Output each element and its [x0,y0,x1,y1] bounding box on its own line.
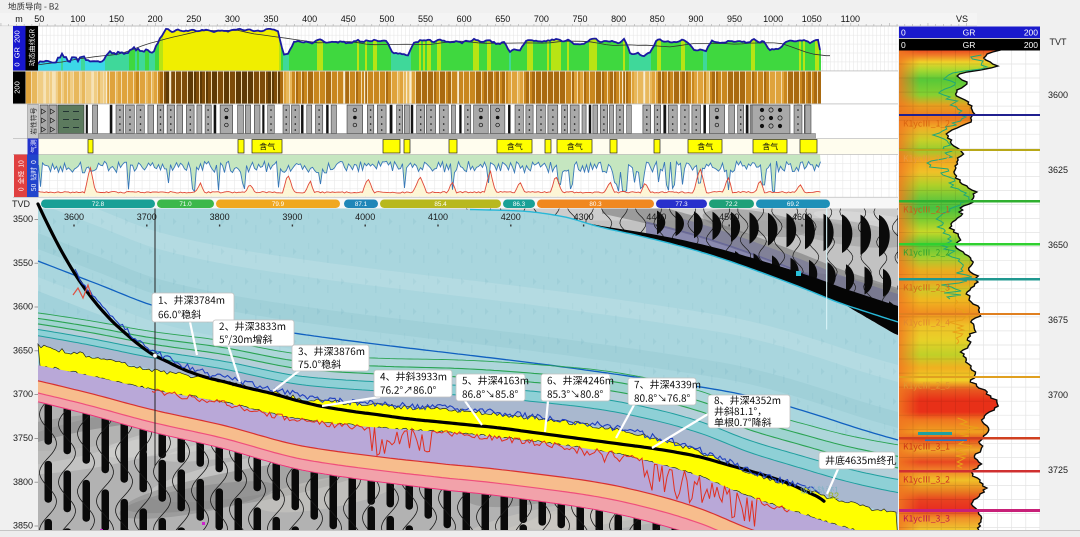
svg-text:650: 650 [495,14,510,24]
svg-text:700: 700 [534,14,549,24]
svg-text:1050: 1050 [802,14,822,24]
svg-text:100: 100 [70,14,85,24]
svg-text:3700: 3700 [137,212,157,222]
svg-text:TVT: TVT [1050,37,1068,47]
svg-text:3800: 3800 [13,477,33,487]
svg-text:85.4: 85.4 [434,201,447,208]
svg-text:4500: 4500 [719,212,739,222]
svg-text:3750: 3750 [13,433,33,443]
svg-text:4300: 4300 [574,212,594,222]
svg-text:50: 50 [34,14,44,24]
svg-text:3600: 3600 [64,212,84,222]
svg-text:m: m [15,14,23,24]
svg-text:69.2: 69.2 [787,201,800,208]
svg-text:3550: 3550 [13,258,33,268]
svg-text:3675: 3675 [1048,315,1068,325]
svg-text:TVD: TVD [12,199,31,209]
svg-text:3700: 3700 [1048,390,1068,400]
svg-text:GR: GR [963,40,976,50]
svg-text:80.3: 80.3 [589,201,602,208]
svg-text:200: 200 [1024,40,1038,50]
svg-text:3600: 3600 [1048,90,1068,100]
svg-text:750: 750 [572,14,587,24]
svg-text:GR: GR [963,28,976,38]
svg-text:500: 500 [379,14,394,24]
svg-text:200: 200 [148,14,163,24]
svg-text:1000: 1000 [763,14,783,24]
svg-text:72.2: 72.2 [725,201,738,208]
svg-text:3725: 3725 [1048,465,1068,475]
svg-text:4600: 4600 [792,212,812,222]
svg-text:3650: 3650 [13,345,33,355]
svg-text:3700: 3700 [13,389,33,399]
svg-text:350: 350 [263,14,278,24]
svg-text:1100: 1100 [841,14,860,24]
svg-text:4100: 4100 [428,212,448,222]
svg-text:3500: 3500 [13,214,33,224]
svg-text:86.3: 86.3 [513,201,526,208]
svg-text:3600: 3600 [13,302,33,312]
svg-text:0: 0 [901,28,906,38]
svg-text:200: 200 [1024,28,1038,38]
svg-text:3800: 3800 [210,212,230,222]
svg-text:0: 0 [901,40,906,50]
svg-text:3900: 3900 [282,212,302,222]
svg-text:300: 300 [225,14,240,24]
svg-text:4000: 4000 [355,212,375,222]
svg-text:400: 400 [302,14,317,24]
svg-text:79.9: 79.9 [272,201,285,208]
svg-text:87.1: 87.1 [355,201,368,208]
svg-text:250: 250 [186,14,201,24]
svg-text:150: 150 [109,14,124,24]
svg-text:600: 600 [457,14,472,24]
svg-text:0 GR 200: 0 GR 200 [13,30,22,66]
svg-text:950: 950 [727,14,742,24]
svg-text:VS: VS [956,14,968,24]
svg-text:850: 850 [650,14,665,24]
svg-text:4200: 4200 [501,212,521,222]
svg-text:71.0: 71.0 [179,201,192,208]
svg-text:3850: 3850 [13,521,33,531]
svg-text:550: 550 [418,14,433,24]
svg-text:4400: 4400 [646,212,666,222]
svg-text:3650: 3650 [1048,240,1068,250]
svg-text:3625: 3625 [1048,165,1068,175]
svg-text:900: 900 [688,14,703,24]
svg-text:200: 200 [13,81,22,94]
svg-text:77.3: 77.3 [675,201,688,208]
svg-text:800: 800 [611,14,626,24]
svg-text:72.8: 72.8 [92,201,105,208]
svg-text:B2: B2 [828,491,839,501]
svg-text:450: 450 [341,14,356,24]
